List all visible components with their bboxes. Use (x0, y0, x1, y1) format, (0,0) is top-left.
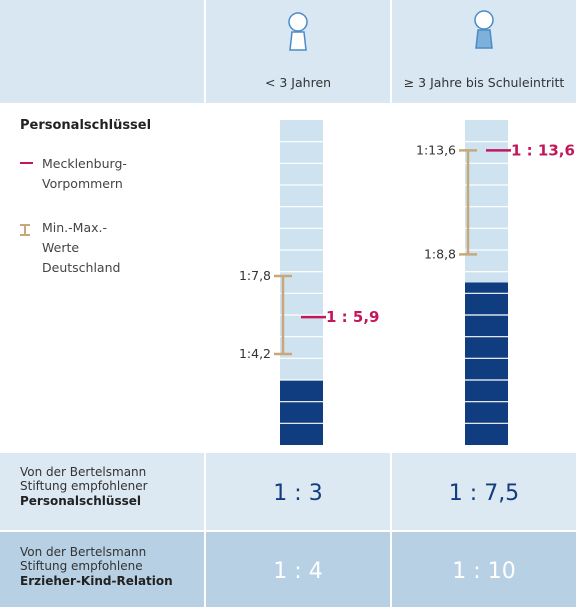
column-header: ≥ 3 Jahre bis Schuleintritt (404, 75, 565, 90)
row-band (0, 453, 576, 531)
row-label-bold: Erzieher-Kind-Relation (20, 574, 173, 588)
separator (0, 451, 576, 453)
bar (465, 282, 508, 445)
separator (390, 0, 392, 607)
recommended-relation: 1 : 10 (452, 559, 515, 584)
state-label: 1 : 13,6 (511, 141, 575, 159)
range-label: 1:13,6 (416, 142, 456, 157)
legend-text: Min.-Max.-Werte Deutschland (42, 220, 121, 275)
icon-head (288, 12, 308, 32)
child-icon (288, 12, 308, 51)
legend-swatch (20, 162, 33, 164)
recommended-key: 1 : 7,5 (449, 481, 519, 506)
row-label: Von der Bertelsmann Stiftung empfohlener (20, 465, 148, 493)
recommended-relation: 1 : 4 (273, 559, 322, 584)
legend-swatch (20, 224, 30, 236)
state-label: 1 : 5,9 (326, 308, 379, 326)
legend-title: Personalschlüssel (20, 118, 152, 133)
range-label: 1:8,8 (424, 246, 456, 261)
range-label: 1:4,2 (239, 346, 271, 361)
icon-head (474, 10, 494, 30)
separator (0, 530, 576, 532)
range-label: 1:7,8 (239, 268, 271, 283)
bar (280, 380, 323, 445)
recommended-key: 1 : 3 (273, 481, 322, 506)
icon-body (475, 29, 493, 49)
row-label: Von der Bertelsmann Stiftung empfohlene (20, 545, 147, 573)
column-header: < 3 Jahren (265, 75, 331, 90)
child-icon (474, 10, 494, 49)
row-label-bold: Personalschlüssel (20, 494, 141, 508)
separator (204, 0, 206, 607)
icon-body (289, 31, 307, 51)
legend-text: Mecklenburg-Vorpommern (42, 156, 127, 191)
row-band (0, 532, 576, 607)
